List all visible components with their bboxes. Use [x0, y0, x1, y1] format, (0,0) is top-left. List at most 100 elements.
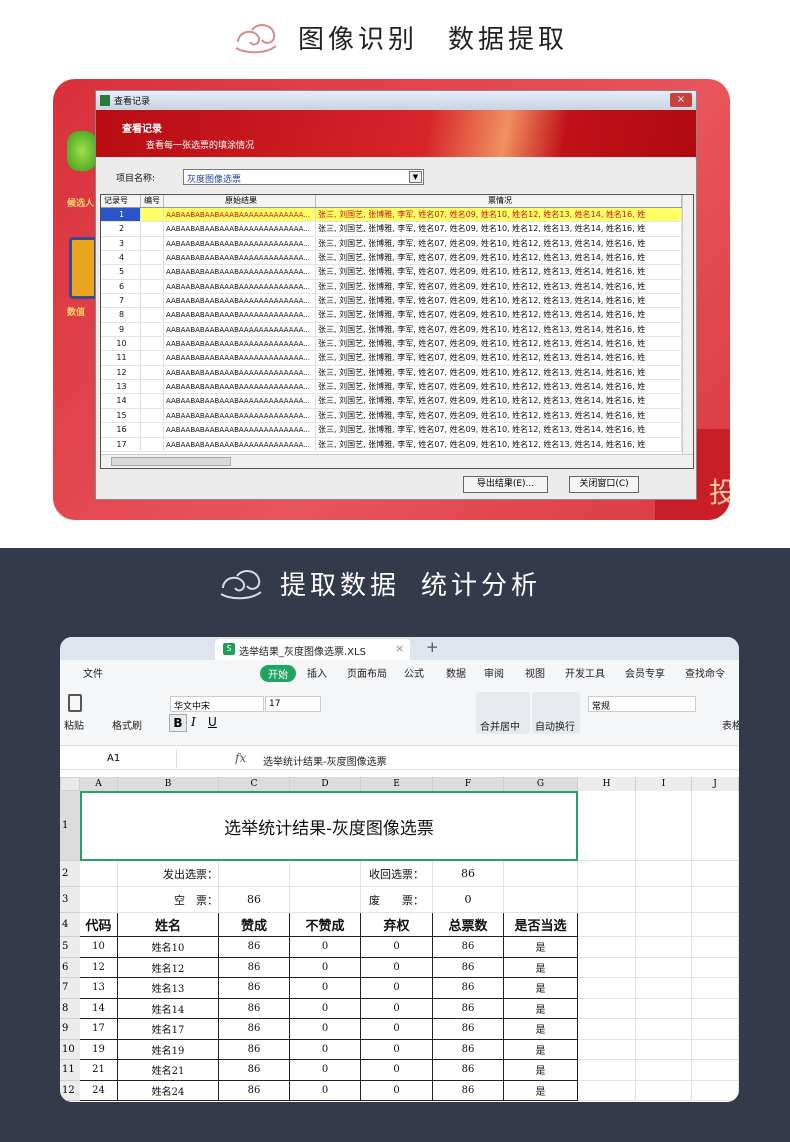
- vote-detail: 张三, 刘国艺, 张博雅, 李军, 姓名07, 姓名09, 姓名10, 姓名12…: [316, 236, 682, 251]
- wrap-button[interactable]: [532, 692, 580, 734]
- raw-result: AABAABABAABAAABAAAAAAAAAAAAA...: [164, 380, 316, 394]
- project-label: 项目名称:: [116, 174, 156, 184]
- project-dropdown[interactable]: 灰度图像选票 ▼: [183, 169, 424, 185]
- table-row: 12 AABAABABAABAAABAAAAAAAAAAAAA... 张三, 刘国艺…: [101, 365, 682, 381]
- cell: [636, 998, 692, 1019]
- cell: [692, 887, 739, 913]
- vote-detail: 张三, 刘国艺, 张博雅, 李军, 姓名07, 姓名09, 姓名10, 姓名12…: [316, 322, 682, 337]
- data-cell: 14: [80, 998, 118, 1019]
- people-icon: [67, 131, 97, 171]
- data-cell: 24: [80, 1080, 118, 1101]
- vote-detail: 张三, 刘国艺, 张博雅, 李军, 姓名07, 姓名09, 姓名10, 姓名12…: [316, 351, 682, 365]
- code-cell: [141, 380, 164, 394]
- vote-detail: 张三, 刘国艺, 张博雅, 李军, 姓名07, 姓名09, 姓名10, 姓名12…: [316, 251, 682, 265]
- fx-button[interactable]: fx: [235, 751, 247, 765]
- scroll-thumb[interactable]: [111, 457, 231, 466]
- dropdown-arrow[interactable]: ▼: [409, 171, 422, 183]
- italic-button[interactable]: I: [191, 715, 196, 729]
- cell: [636, 887, 692, 913]
- number-format-box[interactable]: 常规: [588, 696, 696, 712]
- data-cell: 空 票：: [118, 887, 219, 913]
- column-header: E: [361, 777, 433, 791]
- vote-detail: 张三, 刘国艺, 张博雅, 李军, 姓名07, 姓名09, 姓名10, 姓名12…: [316, 308, 682, 322]
- record-no: 8: [101, 308, 141, 322]
- menu-item[interactable]: 开发工具: [565, 669, 605, 680]
- row-header: 8: [60, 998, 80, 1019]
- cell: [219, 861, 290, 887]
- code-cell: [141, 279, 164, 294]
- menu-item[interactable]: 公式: [404, 669, 424, 680]
- column-header: D: [290, 777, 361, 791]
- toolbar: [60, 686, 739, 746]
- cell: [692, 1060, 739, 1081]
- export-button[interactable]: 导出结果(E)...: [463, 476, 548, 493]
- cell: [578, 913, 636, 937]
- data-cell: 0: [290, 978, 361, 999]
- menu-item[interactable]: 页面布局: [347, 669, 387, 680]
- record-table: 记录号 编号 原始结果 票情况 1 AABAABABAABAAABAAAAAAAAAAAA…: [100, 194, 694, 469]
- data-cell: 0: [361, 1019, 433, 1040]
- cell: [578, 861, 636, 887]
- header-cell: 姓名: [118, 913, 219, 937]
- h-scrollbar[interactable]: [101, 454, 693, 468]
- underline-button[interactable]: U: [208, 715, 217, 729]
- data-cell: 86: [219, 887, 290, 913]
- code-cell: [141, 365, 164, 380]
- cell: [692, 1039, 739, 1060]
- column-header: G: [504, 777, 578, 791]
- column-header: C: [219, 777, 290, 791]
- data-cell: 0: [433, 887, 504, 913]
- menu-item[interactable]: 数据: [446, 669, 466, 680]
- close-button[interactable]: ×: [670, 93, 692, 107]
- title-bar: 查看记录 ×: [96, 91, 696, 110]
- cell: [692, 861, 739, 887]
- row-header: 2: [60, 861, 80, 887]
- bold-button[interactable]: B: [169, 714, 187, 732]
- data-cell: 废 票：: [361, 887, 433, 913]
- table-row: 7 AABAABABAABAAABAAAAAAAAAAAAA... 张三, 刘国艺,…: [101, 294, 682, 309]
- column-header: J: [692, 777, 739, 791]
- formula-bar: [60, 748, 739, 770]
- table-row: 2 AABAABABAABAAABAAAAAAAAAAAAA... 张三, 刘国艺,…: [101, 222, 682, 237]
- data-cell: 21: [80, 1060, 118, 1081]
- data-cell: 0: [361, 998, 433, 1019]
- menu-item[interactable]: 会员专享: [625, 669, 665, 680]
- data-cell: 86: [219, 1019, 290, 1040]
- data-cell: 姓名17: [118, 1019, 219, 1040]
- file-tab[interactable]: S 选举结果_灰度图像选票.XLS ×: [215, 639, 410, 660]
- data-cell: 是: [504, 1080, 578, 1101]
- row-header: 12: [60, 1080, 80, 1101]
- cell: [80, 861, 118, 887]
- menu-item[interactable]: 查找命令: [685, 669, 725, 680]
- font-name-box[interactable]: 华文中宋: [170, 696, 264, 712]
- table-row: 9 AABAABABAABAAABAAAAAAAAAAAAA... 张三, 刘国艺,…: [101, 322, 682, 338]
- corner: [60, 777, 80, 791]
- code-cell: [141, 294, 164, 308]
- data-cell: 姓名14: [118, 998, 219, 1019]
- merge-button[interactable]: [476, 692, 530, 734]
- cell: [290, 861, 361, 887]
- close-window-button[interactable]: 关闭窗口(C): [569, 476, 639, 493]
- data-cell: 86: [433, 1039, 504, 1060]
- v-scrollbar[interactable]: [682, 195, 693, 454]
- name-box[interactable]: A1: [62, 750, 177, 768]
- font-size-box[interactable]: 17: [265, 696, 321, 712]
- vote-detail: 张三, 刘国艺, 张博雅, 李军, 姓名07, 姓名09, 姓名10, 姓名12…: [316, 408, 682, 423]
- side-label: 候选人: [67, 199, 95, 209]
- raw-result: AABAABABAABAAABAAAAAAAAAAAAA...: [164, 365, 316, 380]
- paste-icon[interactable]: [68, 694, 82, 712]
- menu-item[interactable]: 开始: [260, 665, 296, 682]
- tab-close[interactable]: ×: [395, 642, 405, 655]
- menu-item[interactable]: 视图: [525, 669, 545, 680]
- menu-item[interactable]: 文件: [83, 669, 103, 680]
- table-row: 13 AABAABABAABAAABAAAAAAAAAAAAA... 张三, 刘国艺…: [101, 380, 682, 395]
- menu-item[interactable]: 插入: [307, 669, 327, 680]
- column-header: A: [80, 777, 118, 791]
- code-cell: [141, 351, 164, 365]
- data-cell: 是: [504, 978, 578, 999]
- menu-item[interactable]: 审阅: [484, 669, 504, 680]
- record-no: 5: [101, 265, 141, 279]
- new-tab[interactable]: +: [426, 638, 439, 656]
- column-header: F: [433, 777, 504, 791]
- cell: [636, 791, 692, 861]
